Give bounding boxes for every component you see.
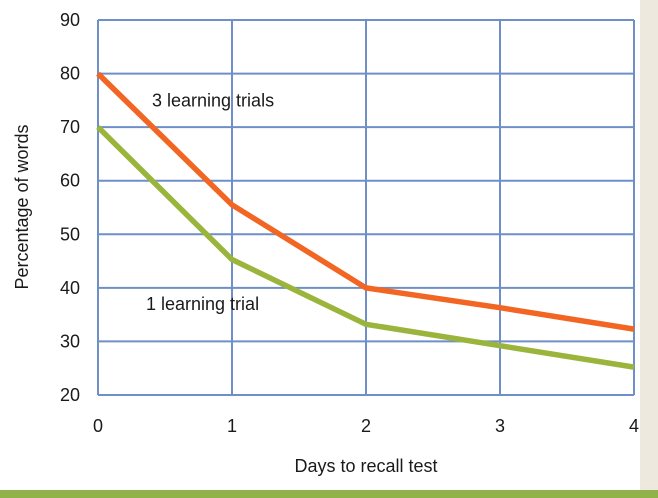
grid (97, 19, 635, 396)
bottom-accent-bar (0, 490, 658, 498)
series-label-1: 1 learning trial (146, 294, 259, 314)
top-decoration (290, 0, 380, 16)
y-tick-label: 40 (60, 278, 80, 298)
y-tick-label: 60 (60, 171, 80, 191)
series-label-0: 3 learning trials (152, 90, 274, 110)
x-axis-label: Days to recall test (294, 456, 437, 476)
x-tick-label: 3 (495, 416, 505, 436)
y-tick-label: 90 (60, 10, 80, 30)
y-tick-label: 20 (60, 385, 80, 405)
series-lines (96, 71, 635, 370)
x-tick-label: 2 (361, 416, 371, 436)
series-line-0 (96, 71, 635, 332)
tick-labels: 20 30 40 50 60 70 80 90 0 1 2 3 4 (60, 10, 639, 436)
y-tick-label: 30 (60, 331, 80, 351)
x-tick-label: 4 (629, 416, 639, 436)
y-axis-label: Percentage of words (12, 124, 32, 289)
y-tick-label: 80 (60, 64, 80, 84)
x-tick-label: 1 (227, 416, 237, 436)
series-line-1 (96, 125, 635, 370)
x-tick-label: 0 (93, 416, 103, 436)
series-labels: 3 learning trials 1 learning trial (146, 90, 274, 314)
y-tick-label: 50 (60, 224, 80, 244)
y-tick-label: 70 (60, 117, 80, 137)
